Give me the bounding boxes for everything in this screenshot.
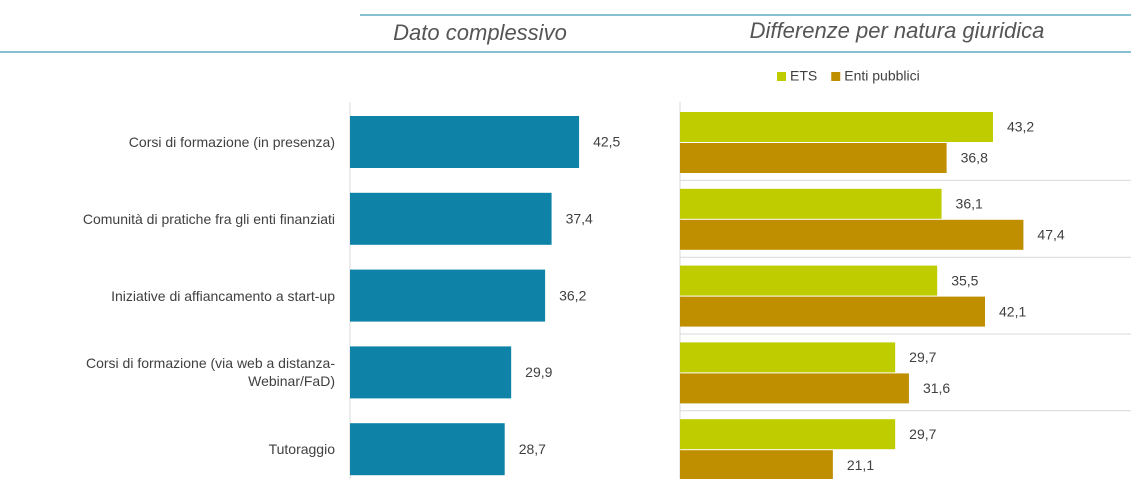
legend-label: Enti pubblici	[844, 68, 920, 84]
value-label: 36,8	[961, 150, 988, 166]
bar	[680, 219, 1024, 250]
value-label: 21,1	[847, 457, 874, 473]
value-label: 29,7	[909, 426, 936, 442]
bar	[680, 188, 942, 219]
bar	[680, 112, 993, 142]
value-label: 28,7	[519, 441, 546, 457]
bar	[680, 265, 938, 296]
bar	[350, 192, 552, 245]
value-label: 47,4	[1037, 227, 1064, 243]
bar	[350, 116, 580, 168]
bar	[350, 423, 505, 476]
value-label: 42,5	[593, 134, 620, 150]
legend-swatch	[831, 72, 841, 81]
bar	[350, 269, 546, 322]
y-tick-label: Corsi di formazione (in presenza)	[128, 134, 335, 150]
bar	[350, 346, 512, 399]
y-tick-label: Comunità di pratiche fra gli enti finanz…	[82, 210, 335, 227]
chart-title: Differenze per natura giuridica	[750, 18, 1045, 43]
bar	[680, 143, 947, 173]
chart-title: Dato complessivo	[393, 20, 567, 45]
value-label: 36,1	[956, 196, 983, 212]
value-label: 35,5	[951, 272, 978, 288]
value-label: 36,2	[559, 287, 586, 303]
bar	[680, 342, 896, 373]
value-label: 29,7	[909, 349, 936, 365]
legend-label: ETS	[790, 68, 817, 84]
bar	[680, 419, 896, 450]
value-label: 37,4	[566, 211, 593, 227]
bar	[680, 450, 833, 479]
y-tick-label: Corsi di formazione (via web a distanza-…	[86, 355, 335, 390]
value-label: 43,2	[1007, 119, 1034, 135]
value-label: 31,6	[923, 380, 950, 396]
value-label: 42,1	[999, 303, 1026, 319]
bar	[680, 373, 909, 404]
bar	[680, 296, 986, 327]
y-tick-label: Iniziative di affiancamento a start-up	[111, 287, 335, 304]
y-tick-label: Tutoraggio	[268, 441, 335, 458]
legend-swatch	[777, 72, 786, 81]
value-label: 29,9	[525, 364, 552, 380]
